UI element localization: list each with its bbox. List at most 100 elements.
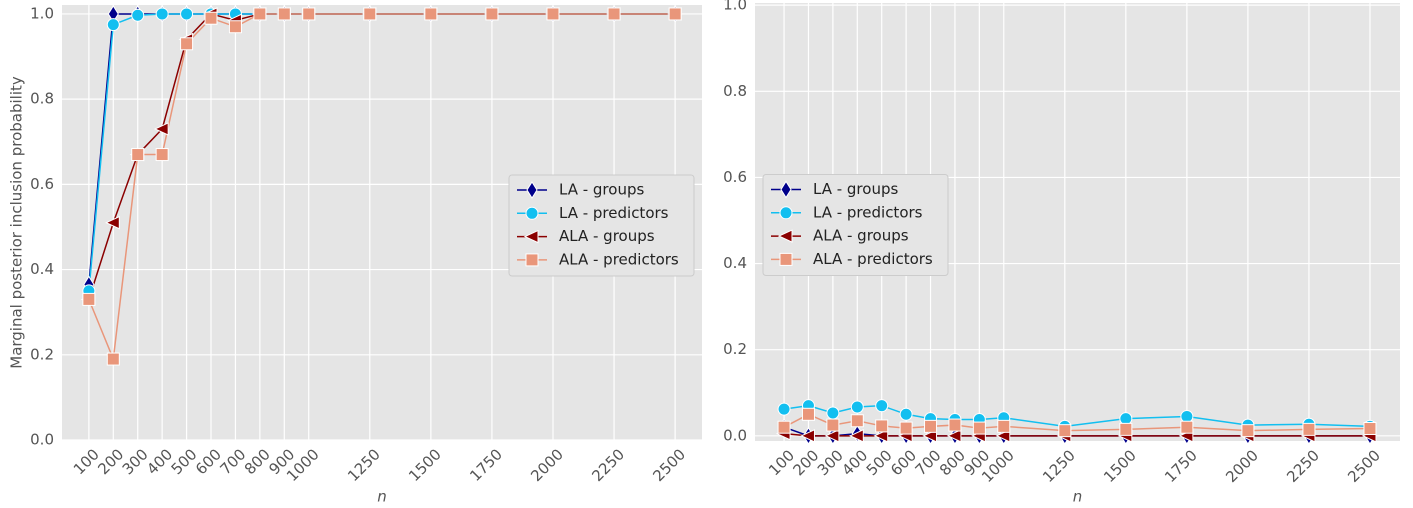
x-axis-label: n	[377, 488, 387, 506]
y-tick-label: 0.2	[30, 345, 54, 363]
x-tick-label: 1750	[466, 445, 506, 485]
legend-label: LA - groups	[559, 181, 644, 199]
marker	[131, 8, 145, 22]
marker	[801, 407, 815, 421]
marker	[850, 414, 864, 428]
series-line	[783, 432, 1370, 437]
marker	[777, 229, 793, 243]
x-axis-label: n	[1073, 488, 1083, 506]
series-line	[88, 13, 676, 363]
legend-label: ALA - groups	[559, 227, 655, 245]
marker	[779, 206, 793, 220]
marker	[997, 419, 1011, 433]
marker	[1180, 420, 1194, 434]
legend-label: ALA - predictors	[813, 250, 933, 268]
marker	[180, 7, 194, 21]
legend-label: LA - groups	[813, 180, 898, 198]
marker	[824, 429, 840, 443]
marker	[424, 7, 438, 21]
x-tick-label: 1500	[405, 445, 445, 485]
marker	[607, 7, 621, 21]
marker	[946, 429, 962, 443]
marker	[875, 419, 889, 433]
legend: LA - groups LA - predictors ALA - groups AL…	[762, 174, 949, 276]
marker	[155, 7, 169, 21]
marker	[277, 7, 291, 21]
marker	[253, 7, 267, 21]
marker	[204, 11, 218, 25]
marker	[525, 253, 539, 267]
marker	[526, 181, 538, 199]
marker	[546, 7, 560, 21]
marker	[826, 418, 840, 432]
y-tick-label: 1.0	[30, 4, 54, 22]
marker	[972, 421, 986, 435]
marker	[155, 148, 169, 162]
x-tick-label: 1750	[1161, 446, 1201, 486]
marker	[800, 429, 815, 443]
y-tick-label: 0.2	[723, 340, 747, 358]
marker	[106, 18, 120, 32]
x-tick-label: 1500	[1100, 446, 1140, 486]
marker	[525, 206, 539, 220]
x-tick-label: 2500	[1344, 446, 1384, 486]
marker	[948, 418, 962, 432]
y-tick-label: 0.6	[30, 175, 54, 193]
x-tick-label: 2250	[1283, 446, 1323, 486]
marker	[485, 7, 499, 21]
legend-box	[762, 174, 949, 276]
marker	[899, 421, 913, 435]
y-tick-label: 0.6	[723, 168, 747, 186]
marker	[1119, 412, 1133, 426]
marker	[1363, 422, 1377, 436]
marker	[363, 7, 377, 21]
y-tick-label: 0.0	[30, 431, 54, 449]
legend: LA - groups LA - predictors ALA - groups AL…	[508, 174, 695, 277]
marker	[777, 420, 791, 434]
marker	[180, 37, 194, 51]
marker	[826, 406, 840, 420]
marker	[875, 399, 889, 413]
marker	[228, 20, 242, 34]
x-tick-label: 2500	[649, 445, 689, 485]
marker	[523, 229, 539, 244]
marker	[1058, 424, 1072, 438]
marker	[899, 407, 913, 421]
y-tick-label: 0.4	[723, 254, 747, 272]
y-tick-label: 1.0	[723, 0, 747, 14]
legend-label: ALA - predictors	[559, 250, 679, 268]
y-tick-label: 0.4	[30, 260, 54, 278]
y-axis-label: Marginal posterior inclusion probability	[8, 76, 26, 369]
x-tick-label: 2250	[588, 445, 628, 485]
y-tick-label: 0.8	[30, 90, 54, 108]
marker	[849, 429, 864, 443]
legend-label: ALA - groups	[813, 227, 909, 245]
x-tick-label: 1250	[344, 445, 384, 485]
legend-label: LA - predictors	[559, 204, 669, 222]
x-tick-label: 2000	[527, 445, 567, 485]
x-tick-label: 2000	[1222, 446, 1262, 486]
marker	[106, 352, 120, 366]
marker	[1180, 409, 1194, 423]
x-tick-label: 1250	[1039, 446, 1079, 486]
marker	[668, 7, 682, 21]
marker	[924, 419, 938, 433]
marker	[850, 400, 864, 414]
marker	[153, 122, 169, 136]
marker	[1241, 424, 1255, 438]
legend-box	[508, 174, 695, 277]
marker	[873, 429, 889, 443]
series-line	[783, 413, 1370, 432]
y-tick-label: 0.0	[723, 426, 747, 444]
legend-label: LA - predictors	[813, 203, 923, 221]
marker	[105, 215, 120, 230]
marker	[779, 252, 793, 266]
marker	[1302, 422, 1316, 436]
marker	[302, 7, 316, 21]
y-tick-label: 0.8	[723, 82, 747, 100]
marker	[82, 292, 96, 306]
marker	[780, 180, 792, 199]
marker	[131, 148, 145, 162]
series-line	[783, 404, 1370, 428]
